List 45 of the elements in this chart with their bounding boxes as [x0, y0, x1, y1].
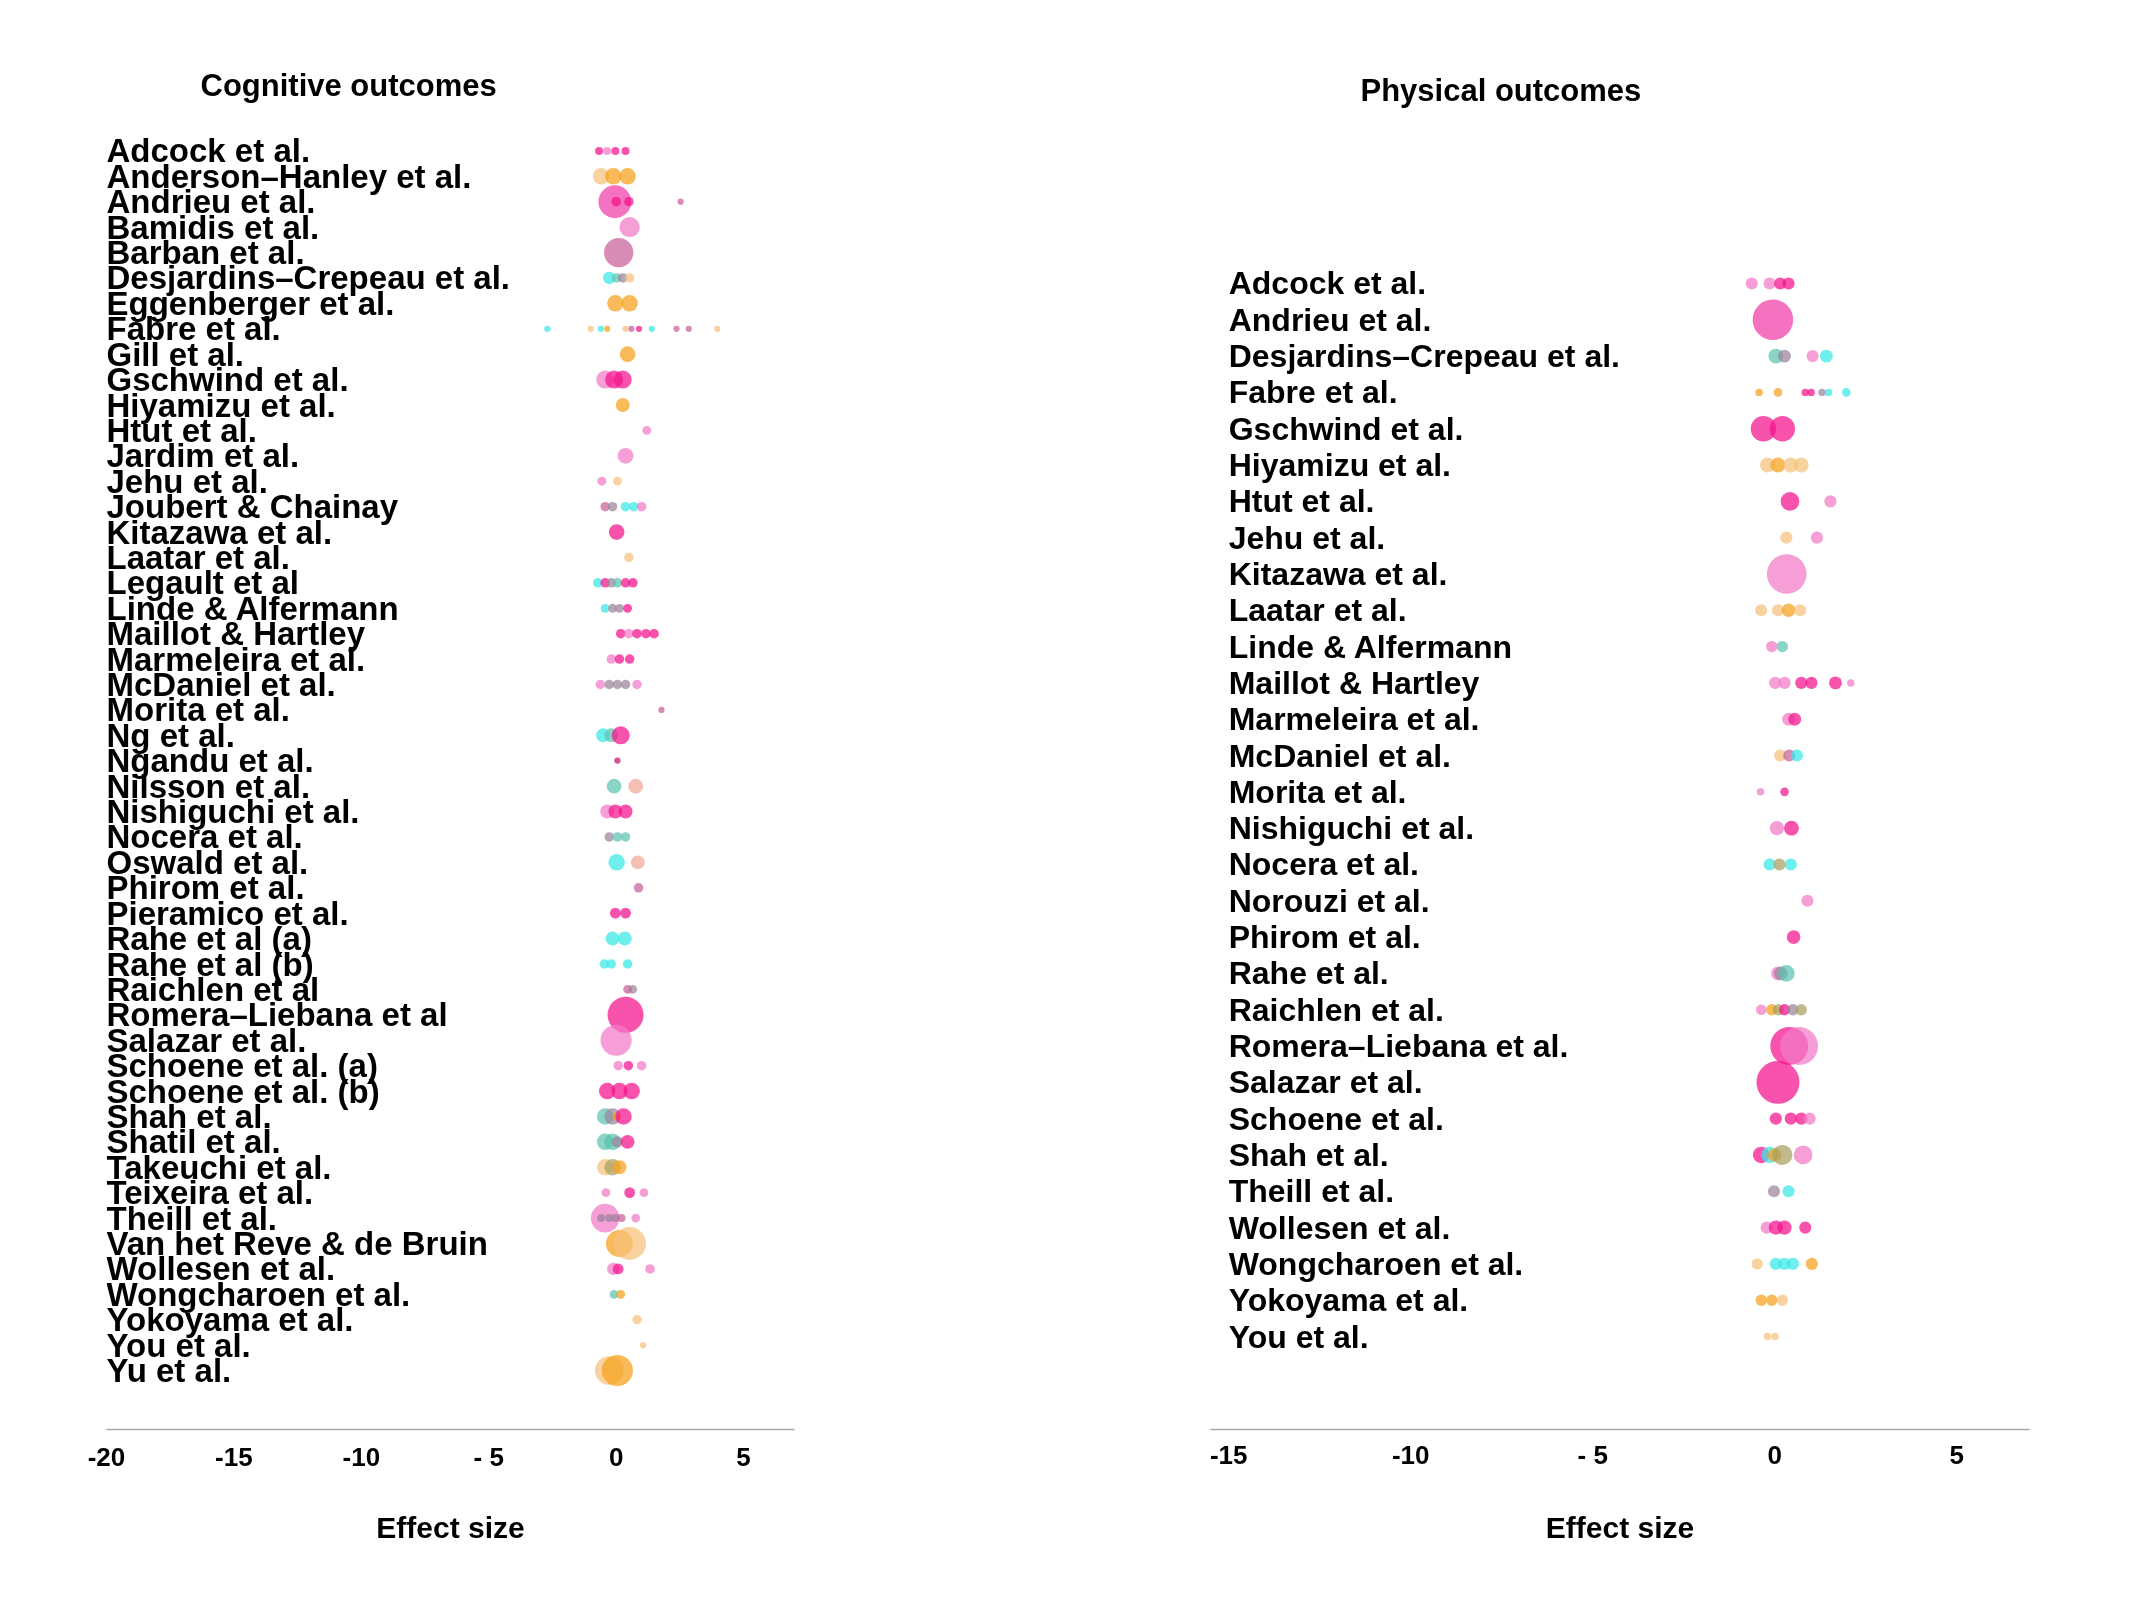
chart-title: Physical outcomes — [1360, 72, 1642, 108]
y-tick-label: Raichlen et al. — [1228, 991, 1444, 1028]
y-tick-label: McDaniel et al. — [1228, 737, 1451, 774]
y-tick-label: Morita et al. — [1228, 773, 1407, 810]
y-tick-label: Theill et al. — [1228, 1173, 1395, 1210]
y-tick-label: Marmeleira et al. — [1228, 701, 1480, 738]
y-tick-label: Htut et al. — [1228, 483, 1375, 520]
x-tick-label: 5 — [736, 1441, 751, 1472]
y-tick-label: Nishiguchi et al. — [1228, 810, 1475, 847]
y-tick-label: Hiyamizu et al. — [1228, 447, 1451, 484]
y-tick-label: Wongcharoen et al. — [1228, 1245, 1524, 1282]
y-tick-label: Fabre et al. — [1228, 374, 1398, 411]
x-tick-label: -10 — [342, 1441, 381, 1472]
y-tick-label: Shah et al. — [1228, 1136, 1389, 1173]
y-tick-label: Adcock et al. — [1228, 265, 1427, 302]
x-tick-label: -15 — [215, 1441, 253, 1472]
y-tick-label: Yokoyama et al. — [1228, 1282, 1469, 1319]
y-tick-label: Wollesen et al. — [1228, 1209, 1451, 1246]
x-tick-label: -20 — [87, 1441, 126, 1472]
y-tick-label: Maillot & Hartley — [1228, 664, 1480, 701]
y-tick-label: Salazar et al. — [1228, 1064, 1423, 1101]
chart-title: Cognitive outcomes — [200, 68, 497, 103]
y-tick-label: Norouzi et al. — [1228, 882, 1430, 919]
x-tick-label: - 5 — [473, 1441, 504, 1472]
x-tick-label: 0 — [1767, 1439, 1782, 1470]
y-tick-label: You et al. — [1228, 1318, 1369, 1355]
x-tick-label: - 5 — [1577, 1439, 1608, 1470]
x-tick-label: 5 — [1949, 1439, 1964, 1470]
x-tick-label: 0 — [608, 1441, 624, 1472]
y-tick-label: Romera–Liebana et al. — [1228, 1028, 1569, 1065]
y-tick-label: Laatar et al. — [1228, 592, 1407, 629]
y-tick-label: Kitazawa et al. — [1228, 555, 1448, 592]
y-tick-label: Gschwind et al. — [1228, 410, 1464, 447]
y-tick-label: Andrieu et al. — [1228, 301, 1432, 338]
y-tick-label: Jehu et al. — [1228, 519, 1386, 556]
y-tick-label: Phirom et al. — [1228, 919, 1421, 956]
y-tick-label: Rahe et al. — [1228, 955, 1389, 992]
y-tick-label: Schoene et al. — [1228, 1100, 1444, 1137]
y-tick-label: Linde & Alfermann — [1228, 628, 1512, 665]
x-axis-title: Effect size — [376, 1510, 525, 1544]
x-tick-label: -10 — [1391, 1439, 1430, 1470]
x-axis-title: Effect size — [1545, 1510, 1695, 1544]
x-tick-label: -15 — [1209, 1439, 1248, 1470]
y-tick-label: Desjardins–Crepeau et al. — [1228, 338, 1620, 375]
y-tick-label: Nocera et al. — [1228, 846, 1420, 883]
